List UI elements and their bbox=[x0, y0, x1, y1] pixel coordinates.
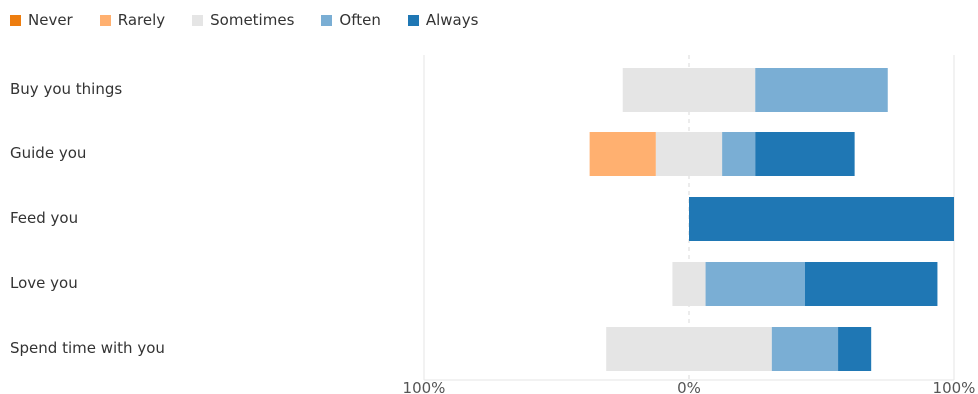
legend-label-sometimes: Sometimes bbox=[210, 11, 295, 29]
legend-swatch-never bbox=[10, 14, 21, 26]
legend-label-rarely: Rarely bbox=[117, 11, 166, 29]
category-label-love-you: Love you bbox=[10, 274, 78, 292]
legend-swatch-rarely bbox=[99, 14, 111, 26]
legend-label-never: Never bbox=[28, 11, 73, 29]
x-tick-label-2: 100% bbox=[933, 379, 976, 394]
bar-spend-time-with-you-always bbox=[838, 327, 872, 371]
bar-love-you-always bbox=[804, 262, 938, 306]
category-label-guide-you: Guide you bbox=[10, 144, 87, 162]
bar-buy-you-things-often bbox=[755, 68, 888, 112]
bar-love-you-sometimes bbox=[672, 262, 706, 306]
legend-swatch-always bbox=[407, 14, 419, 26]
legend-swatch-often bbox=[321, 14, 333, 26]
category-label-feed-you: Feed you bbox=[10, 209, 79, 227]
bar-guide-you-always bbox=[755, 132, 855, 176]
x-tick-label-0: 100% bbox=[403, 379, 446, 394]
bar-spend-time-with-you-sometimes bbox=[606, 327, 772, 371]
legend-item-always[interactable]: Always bbox=[407, 11, 479, 29]
bar-buy-you-things-sometimes bbox=[622, 68, 756, 112]
legend-item-rarely[interactable]: Rarely bbox=[99, 11, 166, 29]
bar-spend-time-with-you-often bbox=[771, 327, 839, 371]
category-label-spend-time-with-you: Spend time with you bbox=[10, 339, 165, 357]
bar-feed-you-always bbox=[689, 197, 954, 241]
bar-guide-you-sometimes bbox=[655, 132, 723, 176]
x-tick-label-1: 0% bbox=[677, 379, 701, 394]
legend-item-often[interactable]: Often bbox=[321, 11, 381, 29]
bar-guide-you-rarely bbox=[589, 132, 656, 176]
legend-swatch-sometimes bbox=[192, 14, 204, 26]
category-label-buy-you-things: Buy you things bbox=[10, 80, 123, 98]
legend: Never Rarely Sometimes Often Always bbox=[10, 9, 505, 31]
legend-item-never[interactable]: Never bbox=[10, 11, 73, 29]
legend-label-always: Always bbox=[425, 11, 479, 29]
bar-guide-you-often bbox=[722, 132, 756, 176]
legend-item-sometimes[interactable]: Sometimes bbox=[192, 11, 294, 29]
bar-love-you-often bbox=[705, 262, 805, 306]
legend-label-often: Often bbox=[339, 11, 381, 29]
